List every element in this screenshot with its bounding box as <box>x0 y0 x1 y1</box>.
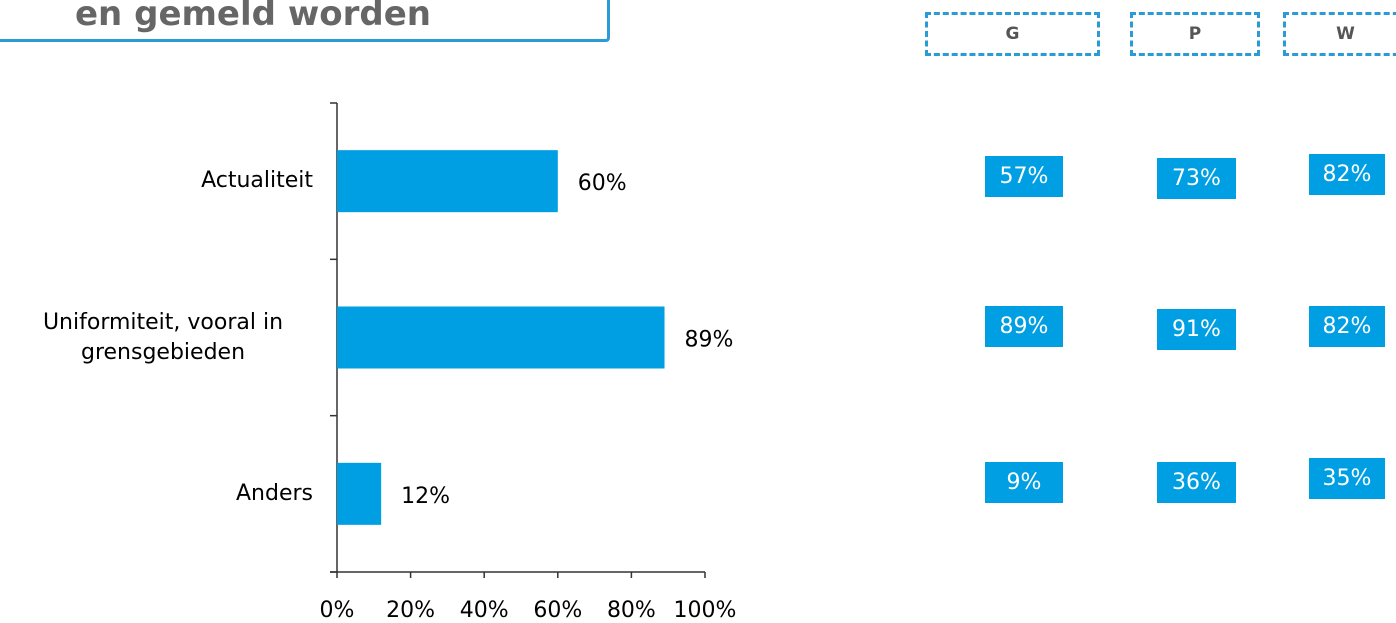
column-header: P <box>1130 12 1260 56</box>
value-cell: 91% <box>1157 309 1236 350</box>
value-label: 12% <box>401 484 450 509</box>
column-header: W <box>1283 12 1396 56</box>
value-cell: 57% <box>985 156 1063 197</box>
x-tick-label: 20% <box>386 598 435 623</box>
value-cell: 35% <box>1309 458 1385 499</box>
category-label-wrap: Anders <box>0 479 313 509</box>
x-tick-label: 100% <box>674 598 737 623</box>
value-label: 60% <box>578 171 627 196</box>
value-cell: 82% <box>1309 154 1385 195</box>
value-cell: 9% <box>985 462 1063 503</box>
slide-title: en gemeld worden <box>75 0 431 34</box>
value-cell: 36% <box>1157 462 1236 503</box>
x-tick-label: 0% <box>320 598 355 623</box>
category-label-wrap: Actualiteit <box>0 166 313 196</box>
value-cell: 82% <box>1309 306 1385 347</box>
x-tick-label: 60% <box>533 598 582 623</box>
x-tick-label: 40% <box>460 598 509 623</box>
category-label: Actualiteit <box>201 168 313 194</box>
value-cell: 89% <box>985 306 1063 347</box>
bar <box>337 462 382 525</box>
x-tick-label: 80% <box>607 598 656 623</box>
category-label: Uniformiteit, vooral in grensgebieden <box>42 309 284 365</box>
value-cell: 73% <box>1157 158 1236 199</box>
chart: 0% 20% 40% 60% 80% 100% 60% 89% 12% <box>320 102 737 623</box>
column-header: G <box>925 12 1100 56</box>
category-label: Anders <box>236 480 313 506</box>
bar <box>337 150 558 213</box>
title-box <box>0 0 610 42</box>
bar <box>337 306 665 369</box>
category-label-wrap: Uniformiteit, vooral in grensgebieden <box>0 308 313 368</box>
value-label: 89% <box>685 328 734 353</box>
